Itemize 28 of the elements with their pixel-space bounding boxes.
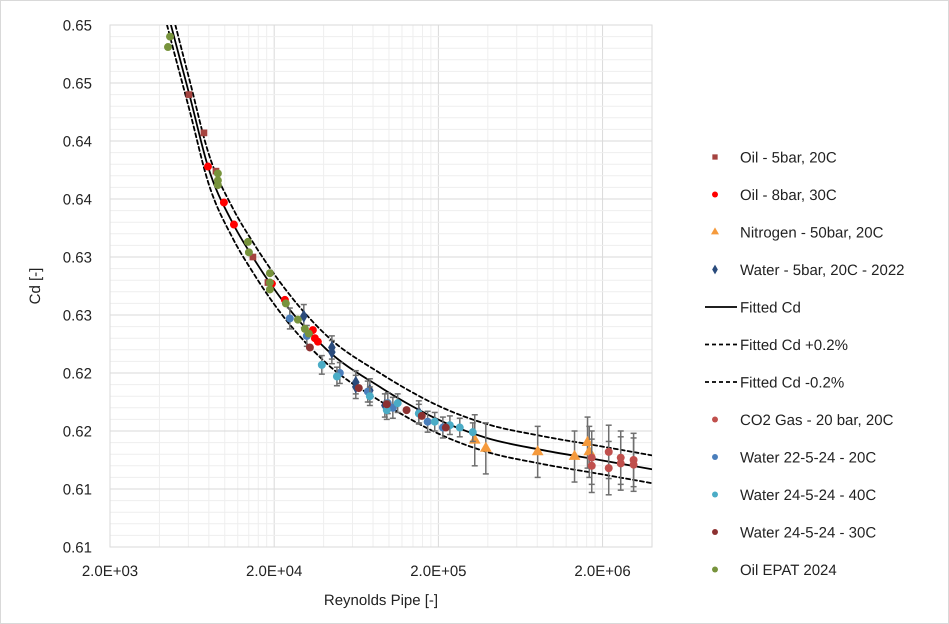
y-axis-title: Cd [-] xyxy=(27,268,44,304)
legend-label: Water 22-5-24 - 20C xyxy=(740,449,876,466)
y-tick-label: 0.61 xyxy=(62,481,92,498)
legend-label: Water 24-5-24 - 30C xyxy=(740,524,876,542)
y-tick-label: 0.61 xyxy=(62,539,92,556)
legend-label: Nitrogen - 50bar, 20C xyxy=(740,224,884,242)
y-tick-label: 0.63 xyxy=(62,307,92,324)
y-tick-label: 0.63 xyxy=(62,249,92,266)
legend-label: Fitted Cd -0.2% xyxy=(740,374,844,392)
legend-label: Oil EPAT 2024 xyxy=(740,562,837,579)
y-tick-label: 0.64 xyxy=(62,133,92,150)
x-tick-label: 2.0E+03 xyxy=(82,563,138,580)
y-tick-label: 0.62 xyxy=(62,365,92,382)
legend-label: CO2 Gas - 20 bar, 20C xyxy=(740,412,894,429)
y-tick-label: 0.65 xyxy=(62,17,92,34)
x-axis-title: Reynolds Pipe [-] xyxy=(324,592,438,609)
legend-label: Water 24-5-24 - 40C xyxy=(740,486,876,504)
legend-label: Water - 5bar, 20C - 2022 xyxy=(740,262,905,279)
x-tick-label: 2.0E+05 xyxy=(410,563,467,580)
legend-label: Oil - 8bar, 30C xyxy=(740,186,837,204)
y-tick-label: 0.65 xyxy=(62,75,92,92)
legend-label: Fitted Cd +0.2% xyxy=(740,336,848,354)
y-tick-label: 0.64 xyxy=(62,191,92,208)
legend-label: Oil - 5bar, 20C xyxy=(740,149,837,166)
legend-label: Fitted Cd xyxy=(740,299,801,316)
x-tick-label: 2.0E+06 xyxy=(574,563,631,580)
y-tick-label: 0.62 xyxy=(62,423,92,440)
x-tick-label: 2.0E+04 xyxy=(246,563,302,580)
